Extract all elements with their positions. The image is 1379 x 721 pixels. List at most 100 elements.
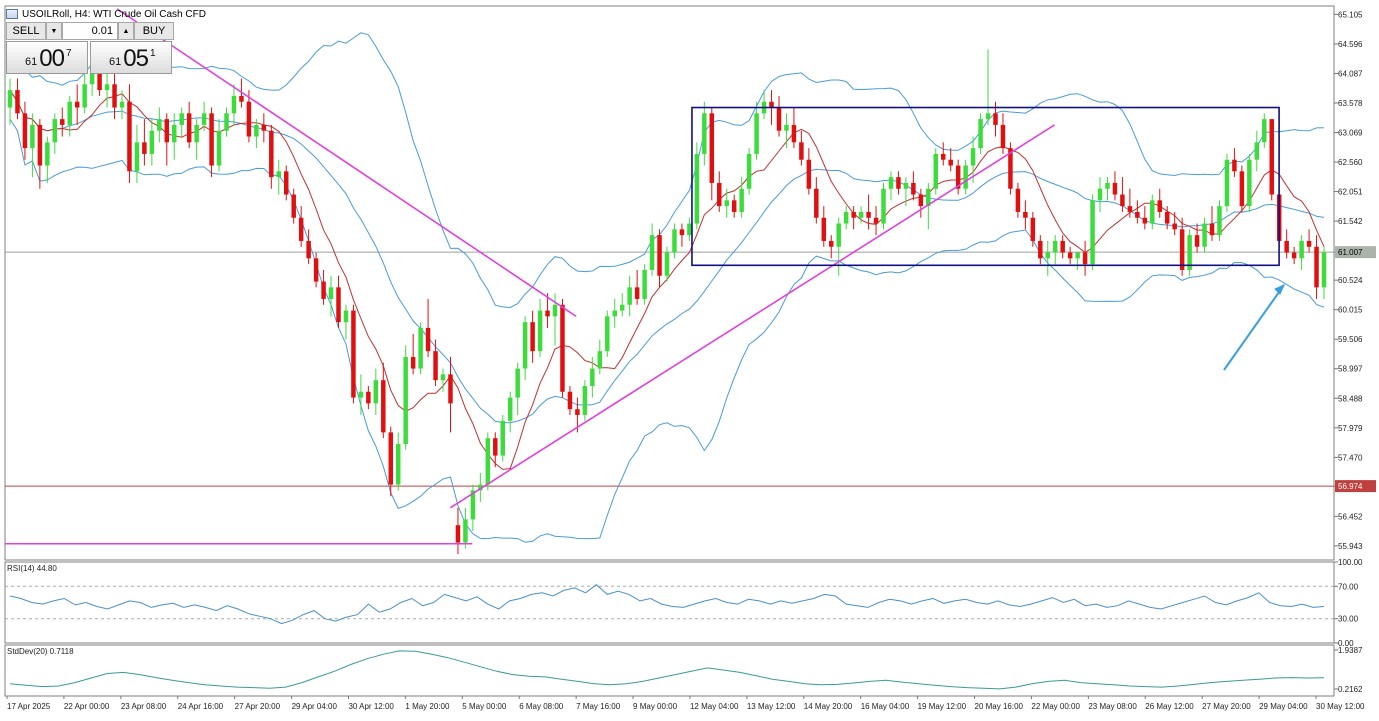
candle-body [1224, 159, 1230, 207]
candle-body [799, 142, 804, 160]
chart-title-bar: USOILRoll, H4: WTI Crude Oil Cash CFD [6, 6, 206, 22]
candle-body [261, 124, 267, 131]
candle [754, 101, 759, 160]
candle-body [612, 310, 617, 317]
time-tick-label: 23 Apr 08:00 [121, 702, 167, 711]
time-tick-label: 6 May 08:00 [519, 702, 564, 711]
candle [351, 304, 356, 404]
volume-up-icon[interactable]: ▲ [118, 22, 134, 40]
candle-body [657, 235, 662, 276]
candle [127, 84, 132, 183]
candle [799, 130, 804, 166]
candle-body [343, 310, 349, 323]
candle-body [1000, 124, 1006, 149]
candle [1097, 177, 1103, 212]
candle-body [507, 397, 513, 421]
candle-body [881, 188, 886, 224]
candle-body [687, 223, 692, 236]
candle [888, 171, 894, 201]
candle [1217, 200, 1222, 241]
candle [881, 182, 886, 230]
candle [224, 107, 229, 137]
price-tick-label: 62.560 [1338, 158, 1363, 167]
candle [649, 223, 655, 276]
candle [1015, 182, 1021, 218]
buy-button[interactable]: BUY [134, 22, 174, 40]
sell-button[interactable]: SELL [6, 22, 46, 40]
candle [366, 385, 371, 410]
ask-price-button[interactable]: 61 05 1 [90, 41, 172, 74]
chart-menu-icon[interactable] [6, 9, 18, 19]
candle [1224, 153, 1230, 212]
price-tick-label: 64.087 [1338, 69, 1363, 78]
rsi-tick-label: 100.00 [1338, 558, 1363, 567]
candle [1202, 217, 1207, 253]
candle-body [918, 194, 924, 207]
candle [358, 374, 364, 415]
time-tick-label: 22 May 00:00 [1031, 702, 1080, 711]
candle [1000, 113, 1006, 154]
candle [806, 148, 812, 195]
candle [1105, 177, 1110, 201]
bid-price-button[interactable]: 61 00 7 [6, 41, 88, 74]
candle-body [836, 223, 841, 247]
candle [1164, 206, 1170, 230]
candle-body [30, 124, 35, 149]
candle-body [1232, 159, 1237, 172]
candle-body [463, 519, 468, 543]
candle [866, 194, 871, 230]
candle [410, 333, 416, 375]
candle-body [829, 240, 834, 247]
candle [478, 472, 483, 502]
candle-body [866, 211, 871, 218]
time-tick-label: 22 Apr 00:00 [64, 702, 110, 711]
candle [955, 159, 961, 195]
candle [582, 380, 588, 421]
candle-body [731, 200, 737, 212]
candle [7, 78, 13, 125]
candle [201, 101, 207, 131]
candle [104, 72, 110, 108]
candle-body [530, 322, 535, 352]
volume-down-icon[interactable]: ▼ [46, 22, 62, 40]
price-tick-label: 56.452 [1338, 512, 1363, 521]
price-tick-label: 64.596 [1338, 40, 1363, 49]
candle-body [896, 177, 901, 189]
candle [1023, 200, 1028, 230]
candle [500, 414, 505, 462]
candle [276, 159, 282, 195]
candle-body [634, 287, 640, 299]
candle [403, 345, 408, 450]
candle-body [254, 124, 259, 137]
candle [784, 113, 789, 149]
candle [321, 269, 326, 305]
candle-body [746, 153, 752, 189]
candle-body [1291, 252, 1297, 259]
candle-body [873, 217, 879, 224]
candle-body [664, 252, 670, 276]
candle-body [313, 258, 319, 282]
candle-body [851, 211, 856, 218]
candle [485, 432, 491, 491]
candle [306, 229, 311, 265]
candle-body [672, 229, 677, 253]
candle-body [433, 351, 438, 381]
candle [851, 206, 856, 230]
trendline-descending-resistance [116, 8, 577, 318]
price-tick-label: 59.506 [1338, 335, 1363, 344]
candle [463, 507, 468, 549]
candle-body [1075, 252, 1080, 259]
rsi-tick-label: 70.00 [1338, 582, 1359, 591]
current-price-label: 61.007 [1338, 248, 1363, 257]
candle [216, 119, 222, 172]
candle [1008, 142, 1013, 195]
bid-price-pip: 7 [65, 48, 72, 59]
stddev-panel-frame [4, 644, 1335, 697]
volume-input[interactable]: 0.01 [62, 22, 118, 40]
candle [1232, 148, 1237, 178]
candle-body [321, 281, 326, 299]
chart-title: USOILRoll, H4: WTI Crude Oil Cash CFD [22, 8, 206, 20]
candle [776, 95, 782, 137]
